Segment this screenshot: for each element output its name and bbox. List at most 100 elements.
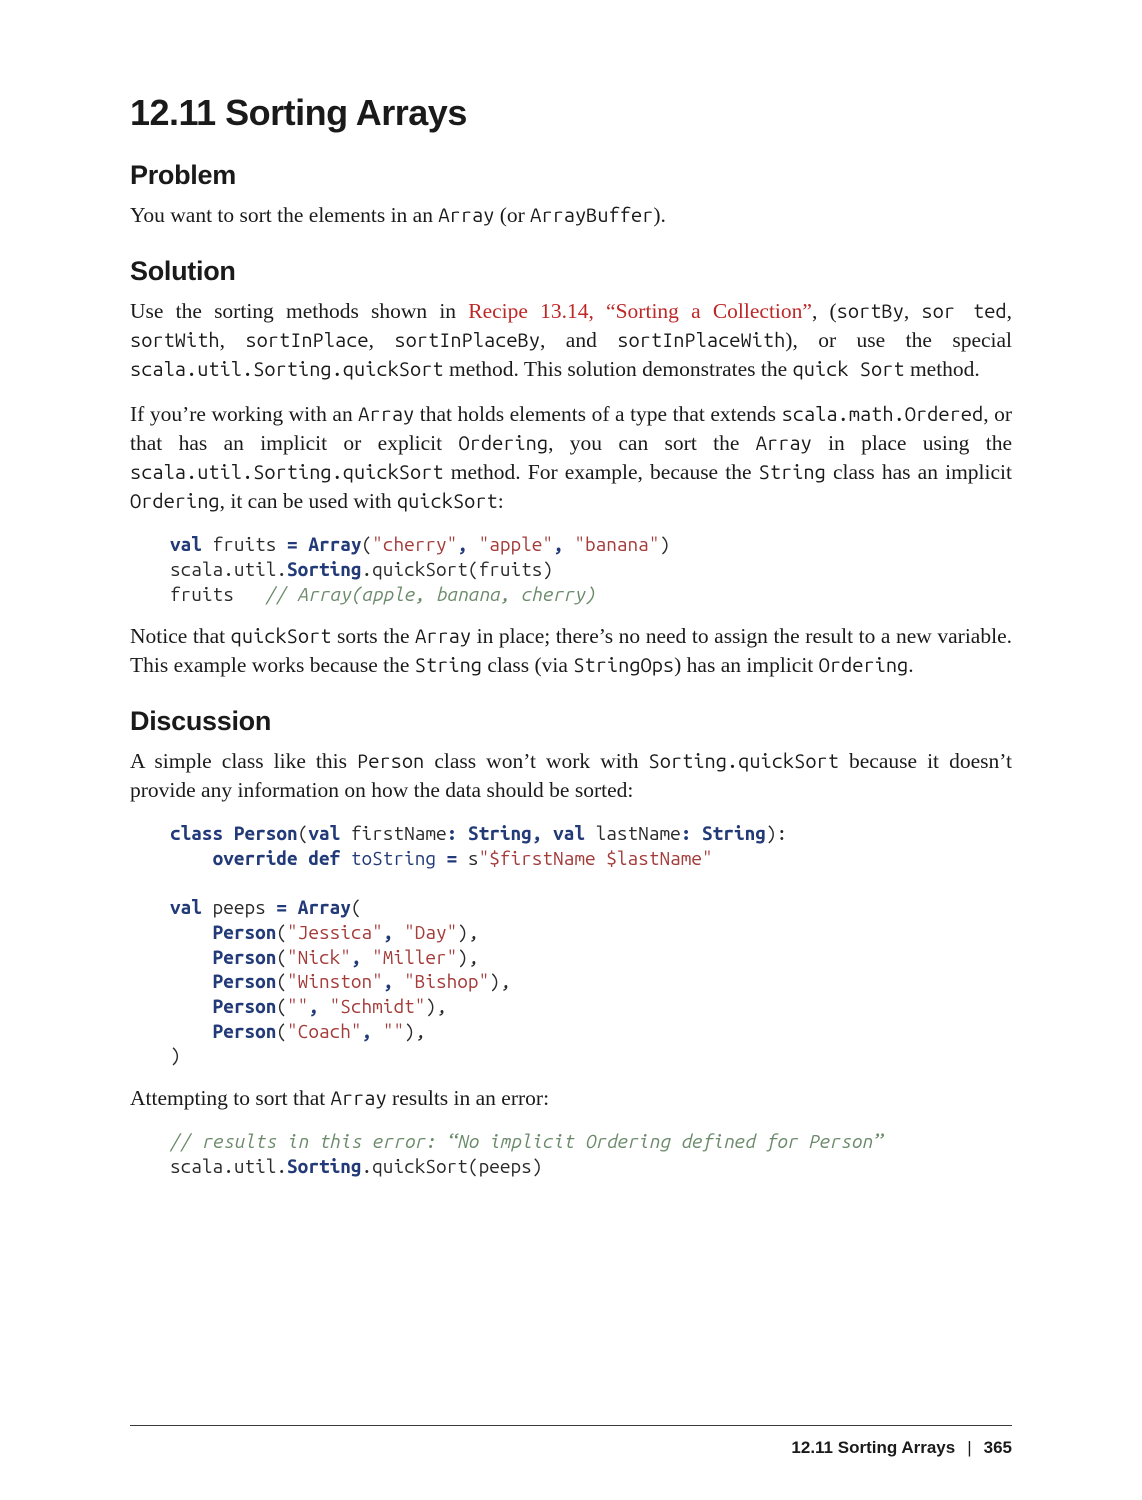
- code-block-2: class Person(val firstName: String, val …: [170, 821, 1012, 1068]
- text: results in an error:: [387, 1086, 549, 1110]
- text: :: [498, 489, 504, 513]
- inline-code: Sorting.quickSort: [649, 749, 839, 772]
- code-string: "": [287, 995, 308, 1017]
- code-text: [319, 995, 330, 1017]
- code-text: ),: [457, 921, 478, 943]
- code-string: "Coach": [287, 1020, 361, 1042]
- code-punct: :: [681, 822, 692, 844]
- inline-code: Array: [756, 431, 812, 454]
- inline-code: quick Sort: [793, 357, 905, 380]
- code-punct: ,: [383, 970, 394, 992]
- discussion-paragraph-2: Attempting to sort that Array results in…: [130, 1084, 1012, 1113]
- code-string: "Day": [404, 921, 457, 943]
- code-text: ),: [457, 946, 478, 968]
- discussion-paragraph-1: A simple class like this Person class wo…: [130, 747, 1012, 805]
- code-punct: ,: [457, 533, 468, 555]
- code-text: [170, 921, 213, 943]
- text: method. This solution demonstrates the: [444, 357, 793, 381]
- code-text: [223, 822, 234, 844]
- xref-link[interactable]: Recipe 13.14, “Sorting a Collection”: [468, 299, 812, 323]
- text: Use the sorting methods shown in: [130, 299, 468, 323]
- code-type: Person: [213, 946, 277, 968]
- inline-code: sortInPlaceWith: [617, 328, 785, 351]
- code-text: ),: [404, 1020, 425, 1042]
- code-string: "banana": [574, 533, 659, 555]
- code-text: [393, 921, 404, 943]
- code-text: ): [170, 1044, 181, 1066]
- code-punct: =: [287, 533, 298, 555]
- text: Attempting to sort that: [130, 1086, 331, 1110]
- code-text: scala.util.: [170, 1155, 287, 1177]
- code-string: "Winston": [287, 970, 383, 992]
- main-heading: 12.11 Sorting Arrays: [130, 92, 1012, 134]
- code-text: [393, 970, 404, 992]
- code-keyword: class: [170, 822, 223, 844]
- code-type: Person: [213, 921, 277, 943]
- code-string: "cherry": [372, 533, 457, 555]
- inline-code: Array: [415, 624, 471, 647]
- code-text: firstName: [340, 822, 446, 844]
- code-type: Sorting: [287, 558, 361, 580]
- code-text: (: [351, 896, 362, 918]
- section-problem-heading: Problem: [130, 160, 1012, 191]
- solution-paragraph-2: If you’re working with an Array that hol…: [130, 400, 1012, 516]
- text: , (: [812, 299, 837, 323]
- code-type: Person: [213, 995, 277, 1017]
- code-text: scala.util.: [170, 558, 287, 580]
- inline-code: sortWith: [130, 328, 220, 351]
- section-solution-heading: Solution: [130, 256, 1012, 287]
- footer-separator: |: [967, 1438, 971, 1458]
- code-punct: ,: [362, 1020, 373, 1042]
- code-type: Person: [234, 822, 298, 844]
- code-func: toString: [351, 847, 436, 869]
- solution-paragraph-3: Notice that quickSort sorts the Array in…: [130, 622, 1012, 680]
- inline-code: Array: [438, 203, 494, 226]
- code-keyword: val: [170, 896, 202, 918]
- text: Notice that: [130, 624, 231, 648]
- text: ,: [220, 328, 246, 352]
- code-text: [298, 847, 309, 869]
- code-text: [170, 1020, 213, 1042]
- code-text: .quickSort(fruits): [362, 558, 554, 580]
- code-text: (: [276, 1020, 287, 1042]
- code-text: [691, 822, 702, 844]
- text: You want to sort the elements in an: [130, 203, 438, 227]
- code-text: ):: [766, 822, 787, 844]
- text: (or: [494, 203, 530, 227]
- code-punct: ,: [553, 533, 564, 555]
- inline-code: Ordering: [458, 431, 548, 454]
- code-block-3: // results in this error: “No implicit O…: [170, 1129, 1012, 1178]
- inline-code: Ordering: [819, 653, 909, 676]
- code-text: peeps: [202, 896, 276, 918]
- code-text: [170, 970, 213, 992]
- code-punct: :: [447, 822, 458, 844]
- code-text: [542, 822, 553, 844]
- code-string: "Jessica": [287, 921, 383, 943]
- code-type: Array: [298, 896, 351, 918]
- code-text: (: [276, 970, 287, 992]
- text: If you’re working with an: [130, 402, 358, 426]
- code-type: Person: [213, 970, 277, 992]
- footer-section: 12.11 Sorting Arrays: [791, 1438, 955, 1457]
- inline-code: String: [415, 653, 482, 676]
- code-text: [298, 533, 309, 555]
- code-text: [170, 946, 213, 968]
- text: , it can be used with: [220, 489, 397, 513]
- code-punct: =: [276, 896, 287, 918]
- code-comment: // results in this error: “No implicit O…: [170, 1130, 883, 1152]
- code-text: (: [298, 822, 309, 844]
- code-type: String: [468, 822, 532, 844]
- code-text: fruits: [170, 583, 266, 605]
- code-string: "Bishop": [404, 970, 489, 992]
- inline-code: Array: [331, 1086, 387, 1109]
- text: ).: [653, 203, 666, 227]
- code-text: lastName: [585, 822, 681, 844]
- code-text: [170, 995, 213, 1017]
- text: in place using the: [812, 431, 1012, 455]
- code-text: (: [276, 995, 287, 1017]
- code-text: ),: [489, 970, 510, 992]
- code-punct: =: [447, 847, 458, 869]
- code-text: [170, 847, 213, 869]
- text: ) has an implicit: [674, 653, 819, 677]
- footer-page-number: 365: [984, 1438, 1012, 1457]
